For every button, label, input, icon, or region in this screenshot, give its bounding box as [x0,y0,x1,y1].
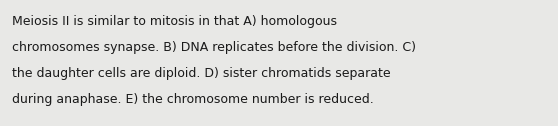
Text: the daughter cells are diploid. D) sister chromatids separate: the daughter cells are diploid. D) siste… [12,67,391,80]
Text: Meiosis II is similar to mitosis in that A) homologous: Meiosis II is similar to mitosis in that… [12,15,337,28]
Text: during anaphase. E) the chromosome number is reduced.: during anaphase. E) the chromosome numbe… [12,93,374,106]
Text: chromosomes synapse. B) DNA replicates before the division. C): chromosomes synapse. B) DNA replicates b… [12,41,416,54]
